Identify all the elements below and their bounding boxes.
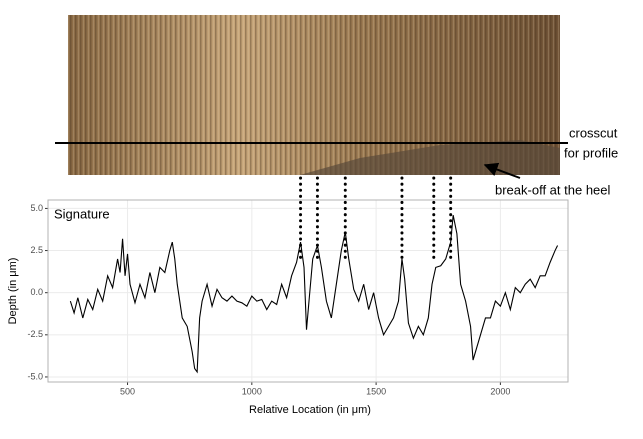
surface-scan xyxy=(68,15,560,175)
y-tick-label: -2.5 xyxy=(27,329,43,339)
signature-line xyxy=(69,215,559,374)
y-tick-label: 0.0 xyxy=(30,287,43,297)
panel-border xyxy=(47,199,569,383)
annotation: crosscut xyxy=(569,125,618,140)
x-axis-label: Relative Location (in μm) xyxy=(249,404,371,416)
arrow xyxy=(483,162,521,179)
y-tick-label: 5.0 xyxy=(30,203,43,213)
x-tick-label: 2000 xyxy=(490,386,510,396)
y-axis-label: Depth (in μm) xyxy=(7,258,19,325)
chart-title: Signature xyxy=(54,206,110,221)
x-tick-label: 1000 xyxy=(242,386,262,396)
annotation: for profile xyxy=(564,145,618,160)
annotation: break-off at the heel xyxy=(495,182,611,197)
x-tick-label: 500 xyxy=(120,386,135,396)
y-tick-label: -5.0 xyxy=(27,371,43,381)
plot-panel xyxy=(48,200,568,382)
y-tick-label: 2.5 xyxy=(30,245,43,255)
x-tick-label: 1500 xyxy=(366,386,386,396)
